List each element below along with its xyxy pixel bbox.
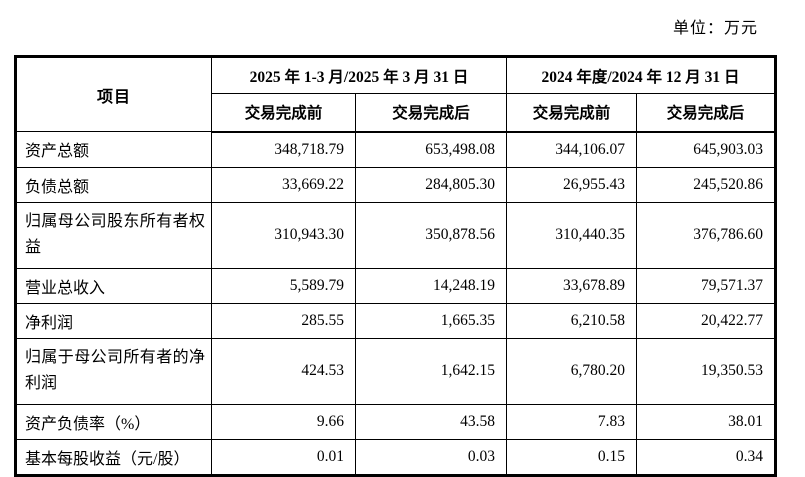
- table-row-parent-equity: 归属母公司股东所有者权益 310,943.30 350,878.56 310,4…: [15, 201, 776, 269]
- cell-value: 6,780.20: [506, 337, 637, 405]
- cell-value: 310,943.30: [211, 201, 356, 269]
- cell-value: 1,642.15: [355, 337, 507, 405]
- table-row-total-assets: 资产总额 348,718.79 653,498.08 344,106.07 64…: [15, 131, 776, 168]
- column-header-pre-transaction-2024: 交易完成前: [506, 93, 637, 133]
- cell-value: 0.34: [636, 438, 776, 476]
- column-header-period-2025: 2025 年 1-3 月/2025 年 3 月 31 日: [211, 56, 507, 94]
- unit-label: 单位：万元: [672, 20, 758, 37]
- row-label: 资产负债率（%）: [15, 403, 212, 440]
- cell-value: 38.01: [636, 403, 776, 440]
- row-label: 净利润: [15, 302, 212, 339]
- cell-value: 33,678.89: [506, 267, 637, 304]
- column-header-pre-transaction-2025: 交易完成前: [211, 93, 356, 133]
- row-label: 资产总额: [15, 131, 212, 168]
- cell-value: 1,665.35: [355, 302, 507, 339]
- cell-value: 310,440.35: [506, 201, 637, 269]
- row-label: 基本每股收益（元/股）: [15, 438, 212, 476]
- financial-comparison-table: 项目 2025 年 1-3 月/2025 年 3 月 31 日 2024 年度/…: [14, 55, 777, 477]
- row-label: 归属母公司股东所有者权益: [15, 201, 212, 269]
- cell-value: 645,903.03: [636, 131, 776, 168]
- cell-value: 376,786.60: [636, 201, 776, 269]
- table-row-net-profit: 净利润 285.55 1,665.35 6,210.58 20,422.77: [15, 302, 776, 339]
- column-header-item: 项目: [15, 56, 212, 132]
- row-label: 归属于母公司所有者的净利润: [15, 337, 212, 405]
- cell-value: 350,878.56: [355, 201, 507, 269]
- row-label: 营业总收入: [15, 267, 212, 304]
- cell-value: 14,248.19: [355, 267, 507, 304]
- cell-value: 6,210.58: [506, 302, 637, 339]
- cell-value: 43.58: [355, 403, 507, 440]
- cell-value: 344,106.07: [506, 131, 637, 168]
- table-row-total-liabilities: 负债总额 33,669.22 284,805.30 26,955.43 245,…: [15, 166, 776, 203]
- column-header-post-transaction-2025: 交易完成后: [355, 93, 507, 133]
- cell-value: 26,955.43: [506, 166, 637, 203]
- cell-value: 284,805.30: [355, 166, 507, 203]
- cell-value: 285.55: [211, 302, 356, 339]
- column-header-period-2024: 2024 年度/2024 年 12 月 31 日: [506, 56, 776, 94]
- table-row-debt-ratio: 资产负债率（%） 9.66 43.58 7.83 38.01: [15, 403, 776, 440]
- cell-value: 20,422.77: [636, 302, 776, 339]
- cell-value: 348,718.79: [211, 131, 356, 168]
- column-header-post-transaction-2024: 交易完成后: [636, 93, 776, 133]
- cell-value: 424.53: [211, 337, 356, 405]
- cell-value: 0.01: [211, 438, 356, 476]
- cell-value: 7.83: [506, 403, 637, 440]
- cell-value: 19,350.53: [636, 337, 776, 405]
- cell-value: 9.66: [211, 403, 356, 440]
- cell-value: 0.03: [355, 438, 507, 476]
- cell-value: 5,589.79: [211, 267, 356, 304]
- cell-value: 653,498.08: [355, 131, 507, 168]
- table-row-parent-net-profit: 归属于母公司所有者的净利润 424.53 1,642.15 6,780.20 1…: [15, 337, 776, 405]
- cell-value: 0.15: [506, 438, 637, 476]
- cell-value: 33,669.22: [211, 166, 356, 203]
- cell-value: 245,520.86: [636, 166, 776, 203]
- table-row-basic-eps: 基本每股收益（元/股） 0.01 0.03 0.15 0.34: [15, 438, 776, 476]
- cell-value: 79,571.37: [636, 267, 776, 304]
- row-label: 负债总额: [15, 166, 212, 203]
- table-row-total-revenue: 营业总收入 5,589.79 14,248.19 33,678.89 79,57…: [15, 267, 776, 304]
